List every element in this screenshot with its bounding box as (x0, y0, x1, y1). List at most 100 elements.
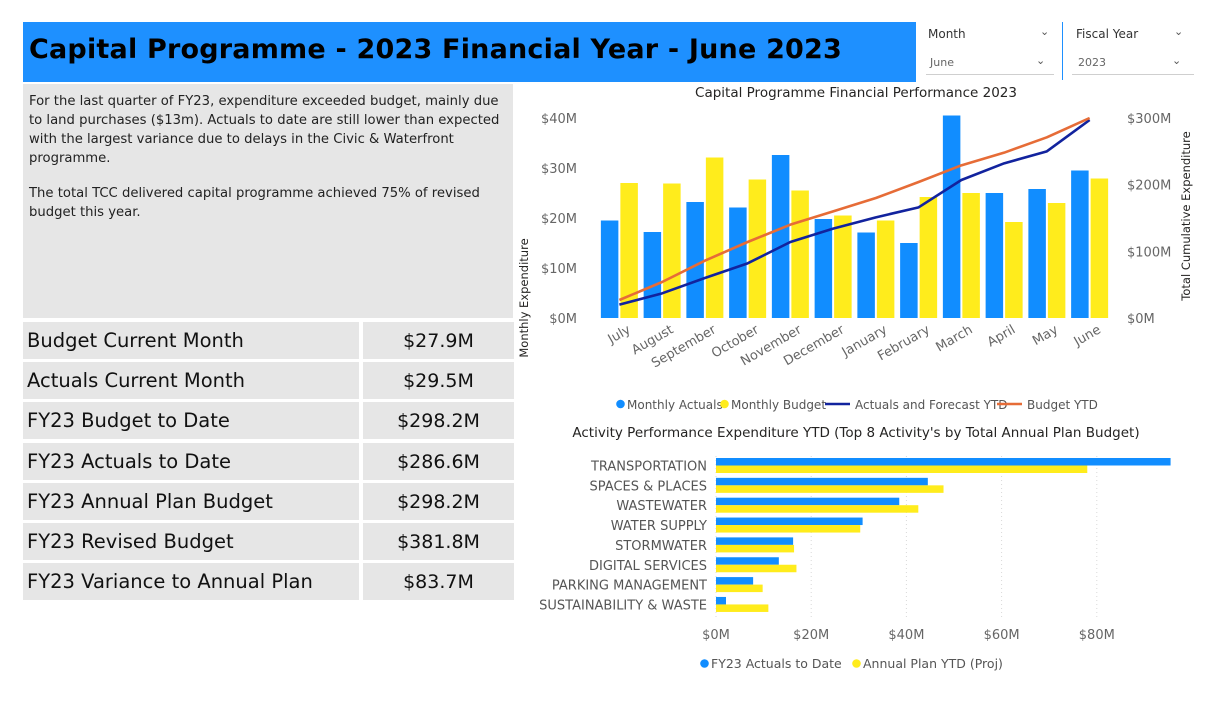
bar-actuals-to-date (716, 477, 928, 486)
chevron-down-icon[interactable]: ⌄ (1172, 54, 1182, 67)
slicer-divider (1062, 22, 1063, 80)
legend-label: Monthly Actuals (627, 398, 723, 412)
kpi-value: $298.2M (363, 483, 514, 520)
bar-actuals-to-date (716, 458, 1171, 466)
kpi-label: Actuals Current Month (23, 362, 359, 399)
legend-label: Actuals and Forecast YTD (855, 398, 1008, 412)
x-tick-label: July (605, 322, 634, 347)
bar-annual-plan-ytd (716, 465, 1088, 473)
y-tick-label: $0M (549, 312, 577, 327)
bar-actuals-to-date (716, 537, 794, 545)
category-label: SUSTAINABILITY & WASTE (539, 598, 707, 613)
bar-monthly-actuals (1071, 170, 1089, 318)
fiscal-year-dropdown[interactable]: 2023 ⌄ (1072, 52, 1194, 75)
bar-annual-plan-ytd (716, 485, 944, 493)
bar-monthly-actuals (771, 155, 790, 318)
category-label: STORMWATER (615, 539, 707, 554)
bar-monthly-actuals (985, 193, 1004, 318)
month-dropdown-value: June (930, 56, 954, 69)
kpi-value: $286.6M (363, 443, 514, 480)
bar-annual-plan-ytd (716, 544, 795, 553)
y-tick-label: $10M (541, 262, 577, 277)
bar-monthly-budget (919, 197, 938, 318)
line-actuals-forecast-ytd (619, 118, 1091, 306)
bar-monthly-budget (962, 193, 980, 318)
chevron-down-icon[interactable]: ⌄ (1036, 54, 1046, 67)
kpi-value: $83.7M (363, 563, 514, 600)
y-axis-label: Monthly Expenditure (517, 238, 531, 357)
category-label: TRANSPORTATION (590, 460, 707, 475)
kpi-row-variance-to-annual-plan: FY23 Variance to Annual Plan $83.7M (23, 563, 514, 600)
y2-tick-label: $100M (1127, 245, 1171, 260)
bar-monthly-budget (620, 183, 638, 318)
kpi-label: FY23 Budget to Date (23, 402, 359, 439)
kpi-row-budget-to-date: FY23 Budget to Date $298.2M (23, 402, 514, 439)
month-dropdown[interactable]: June ⌄ (926, 52, 1054, 75)
legend-marker-actuals (700, 659, 709, 668)
kpi-label: Budget Current Month (23, 322, 359, 359)
legend-label: Monthly Budget (731, 398, 826, 412)
kpi-row-budget-current-month: Budget Current Month $27.9M (23, 322, 514, 359)
bar-monthly-actuals (942, 115, 961, 318)
kpi-label: FY23 Annual Plan Budget (23, 483, 359, 520)
activity-expenditure-chart: Activity Performance Expenditure YTD (To… (539, 425, 1171, 671)
y-tick-label: $30M (541, 162, 577, 177)
x-tick-label: $0M (702, 628, 730, 643)
line-budget-ytd (618, 116, 1091, 302)
bar-monthly-budget (876, 220, 895, 318)
x-tick-label: $80M (1079, 628, 1115, 643)
y2-tick-label: $0M (1127, 312, 1155, 327)
legend-marker-plan (852, 659, 861, 668)
month-slicer[interactable]: Month ⌄ June ⌄ (922, 22, 1057, 80)
bar-actuals-to-date (716, 577, 754, 585)
kpi-row-revised-budget: FY23 Revised Budget $381.8M (23, 523, 514, 560)
fiscal-year-slicer[interactable]: Fiscal Year ⌄ 2023 ⌄ (1068, 22, 1196, 80)
legend-label: Budget YTD (1027, 398, 1098, 412)
kpi-row-actuals-to-date: FY23 Actuals to Date $286.6M (23, 443, 514, 480)
kpi-row-actuals-current-month: Actuals Current Month $29.5M (23, 362, 514, 399)
category-label: DIGITAL SERVICES (589, 559, 707, 574)
y-tick-label: $20M (541, 212, 577, 227)
page-title: Capital Programme - 2023 Financial Year … (29, 34, 843, 65)
month-slicer-label: Month (928, 27, 966, 41)
category-label: WASTEWATER (616, 499, 707, 514)
bar-monthly-actuals (1028, 189, 1046, 318)
commentary-box: For the last quarter of FY23, expenditur… (23, 84, 513, 318)
kpi-value: $298.2M (363, 402, 514, 439)
commentary-paragraph: The total TCC delivered capital programm… (29, 186, 480, 220)
bar-actuals-to-date (716, 497, 900, 506)
bar-monthly-actuals (643, 232, 662, 318)
y2-tick-label: $200M (1127, 179, 1171, 194)
x-tick-label: $20M (793, 628, 829, 643)
chevron-down-icon[interactable]: ⌄ (1174, 25, 1184, 38)
bar-monthly-budget (1005, 222, 1023, 318)
kpi-label: FY23 Revised Budget (23, 523, 359, 560)
bar-monthly-budget (1090, 178, 1109, 318)
kpi-value: $27.9M (363, 322, 514, 359)
chart-legend: Monthly Actuals Monthly Budget Actuals a… (616, 398, 1098, 412)
kpi-label: FY23 Variance to Annual Plan (23, 563, 359, 600)
kpi-value: $29.5M (363, 362, 514, 399)
bar-monthly-actuals (814, 219, 833, 318)
legend-label: FY23 Actuals to Date (711, 656, 842, 671)
x-tick-label: $60M (984, 628, 1020, 643)
bar-annual-plan-ytd (716, 584, 763, 593)
bar-monthly-budget (834, 215, 852, 318)
chevron-down-icon[interactable]: ⌄ (1040, 25, 1050, 38)
y-tick-label: $40M (541, 112, 577, 127)
chart-legend: FY23 Actuals to Date Annual Plan YTD (Pr… (700, 656, 1003, 671)
bar-monthly-budget (791, 190, 809, 318)
chart-title: Capital Programme Financial Performance … (695, 85, 1017, 101)
category-label: PARKING MANAGEMENT (552, 579, 707, 594)
bar-actuals-to-date (716, 557, 779, 565)
bar-monthly-budget (663, 183, 681, 318)
x-tick-label: June (1071, 322, 1104, 350)
title-bar: Capital Programme - 2023 Financial Year … (23, 22, 916, 82)
bar-annual-plan-ytd (716, 525, 861, 533)
kpi-row-annual-plan-budget: FY23 Annual Plan Budget $298.2M (23, 483, 514, 520)
x-tick-label: March (934, 322, 976, 355)
bar-monthly-actuals (900, 243, 918, 318)
bar-annual-plan-ytd (716, 505, 919, 513)
x-tick-label: $40M (888, 628, 924, 643)
kpi-value: $381.8M (363, 523, 514, 560)
